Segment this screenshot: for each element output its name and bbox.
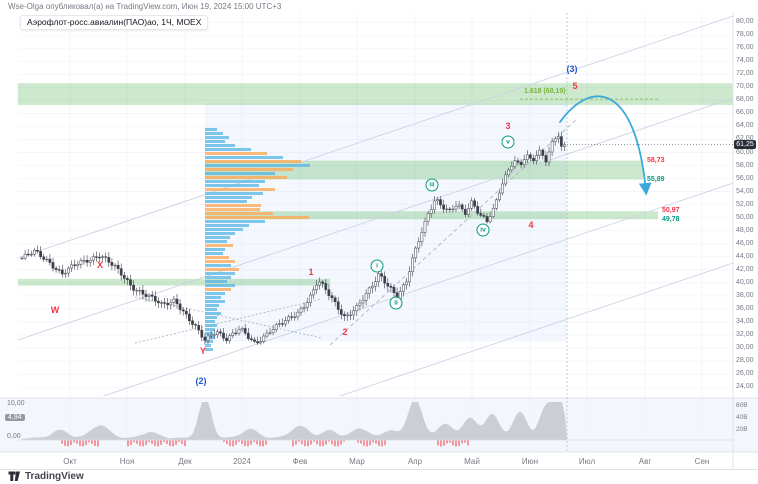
wave-label-iii[interactable]: iii <box>425 178 439 192</box>
zone-price-label: 49,78 <box>662 216 680 224</box>
price-tick-label: 52,00 <box>736 200 754 208</box>
wave-label-iv[interactable]: iv <box>476 223 490 237</box>
wave-label-Y[interactable]: Y <box>199 346 207 356</box>
symbol-title[interactable]: Аэрофлот-росс.авиалин(ПАО)ао, 1Ч, MOEX <box>20 15 209 30</box>
price-tick-label: 32,00 <box>736 331 754 339</box>
price-tick-label: 56,00 <box>736 174 754 182</box>
time-axis-label: Июл <box>578 457 596 466</box>
trend-line[interactable] <box>18 97 733 341</box>
trend-line[interactable] <box>18 262 733 484</box>
wave-label-i[interactable]: i <box>370 259 384 273</box>
time-axis-label: Май <box>464 457 480 466</box>
wave-label-5[interactable]: 5 <box>572 81 578 91</box>
indicator-scale-zero: 0,00 <box>7 433 21 440</box>
time-axis-label: Окт <box>63 457 77 466</box>
time-axis-label: Сен <box>694 457 710 466</box>
price-tick-label: 62,00 <box>736 135 754 143</box>
price-tick-label: 42,00 <box>736 265 754 273</box>
wave-label-2[interactable]: (2) <box>195 376 207 386</box>
wave-label-W[interactable]: W <box>50 305 60 315</box>
time-axis-label: 2024 <box>233 457 251 466</box>
wave-label-2[interactable]: 2 <box>342 327 348 337</box>
price-tick-label: 80,00 <box>736 18 754 26</box>
price-tick-label: 76,00 <box>736 44 754 52</box>
price-tick-label: 74,00 <box>736 57 754 65</box>
tradingview-logo-icon[interactable] <box>8 471 21 482</box>
price-tick-label: 60,00 <box>736 148 754 156</box>
indicator-layer <box>18 402 733 447</box>
price-tick-label: 58,00 <box>736 161 754 169</box>
zone-price-label: 58,73 <box>647 156 665 164</box>
price-tick-label: 40,00 <box>736 278 754 286</box>
price-tick-label: 28,00 <box>736 357 754 365</box>
price-tick-label: 36,00 <box>736 304 754 312</box>
indicator-current-value-badge: 4,94 <box>5 414 25 421</box>
indicator-scale-high: 10,00 <box>7 400 25 407</box>
volume-profile[interactable] <box>205 128 310 351</box>
price-tick-label: 54,00 <box>736 187 754 195</box>
wave-label-X[interactable]: X <box>96 260 104 270</box>
time-axis-label: Ноя <box>119 457 135 466</box>
price-tick-label: 50,00 <box>736 213 754 221</box>
wave-label-v[interactable]: v <box>501 135 515 149</box>
price-tick-label: 48,00 <box>736 226 754 234</box>
price-tick-label: 30,00 <box>736 344 754 352</box>
price-tick-label: 68,00 <box>736 96 754 104</box>
price-tick-label: 72,00 <box>736 70 754 78</box>
wave-label-3[interactable]: (3) <box>566 64 578 74</box>
trend-line[interactable] <box>18 15 733 259</box>
trend-line[interactable] <box>134 298 323 344</box>
trend-line[interactable] <box>18 182 733 425</box>
price-tick-label: 46,00 <box>736 239 754 247</box>
footer: TradingView <box>8 471 84 482</box>
price-tick-label: 24,00 <box>736 383 754 391</box>
time-axis-label: Июн <box>521 457 539 466</box>
price-tick-label: 66,00 <box>736 109 754 117</box>
tradingview-brand[interactable]: TradingView <box>25 471 84 482</box>
volume-scale-tick: 60B <box>736 402 748 409</box>
price-tick-label: 44,00 <box>736 252 754 260</box>
fib-extension-label: 1.618 (68,19) <box>524 88 566 96</box>
projection-arrow[interactable] <box>559 95 652 196</box>
current-price-badge: 61,25 <box>734 140 756 149</box>
price-tick-label: 26,00 <box>736 370 754 378</box>
price-zone-3[interactable] <box>17 278 331 286</box>
wave-label-1[interactable]: 1 <box>308 267 314 277</box>
time-axis-label: Фев <box>292 457 308 466</box>
time-axis-label: Мар <box>349 457 365 466</box>
attribution-text: Wse-Olga опубликовал(а) на TradingView.c… <box>8 2 282 11</box>
wave-label-3[interactable]: 3 <box>505 121 511 131</box>
wave-label-4[interactable]: 4 <box>528 220 534 230</box>
wave-label-ii[interactable]: ii <box>389 296 403 310</box>
candles-layer <box>20 131 566 345</box>
price-tick-label: 78,00 <box>736 31 754 39</box>
price-tick-label: 38,00 <box>736 291 754 299</box>
price-tick-label: 34,00 <box>736 318 754 325</box>
zone-price-label: 50,97 <box>662 207 680 215</box>
zone-price-label: 55,89 <box>647 176 665 184</box>
price-tick-label: 70,00 <box>736 83 754 91</box>
time-axis-label: Апр <box>407 457 423 466</box>
volume-scale-tick: 40B <box>736 414 748 421</box>
price-tick-label: 64,00 <box>736 122 754 130</box>
time-axis-label: Дек <box>178 457 192 466</box>
volume-scale-tick: 20B <box>736 426 748 433</box>
time-axis-label: Авг <box>638 457 652 466</box>
